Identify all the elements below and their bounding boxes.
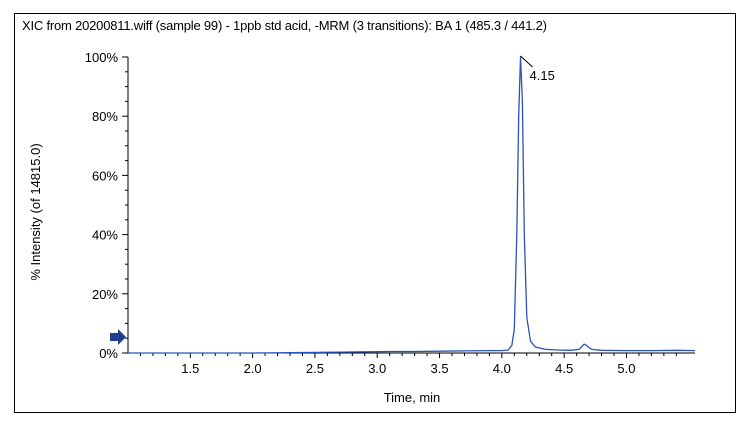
x-tick-label: 3.5 <box>430 361 448 376</box>
baseline-marker-arrow-icon[interactable] <box>110 329 126 345</box>
x-axis-label: Time, min <box>384 390 441 405</box>
y-tick-label: 40% <box>92 228 118 243</box>
x-axis: 1.5 2.0 2.5 3.0 3.5 4.0 4.5 5.0 <box>128 352 695 376</box>
x-tick-label: 2.0 <box>244 361 262 376</box>
y-axis-label: % Intensity (of 14815.0) <box>28 143 43 280</box>
y-tick-label: 20% <box>92 287 118 302</box>
x-tick-label: 4.5 <box>555 361 573 376</box>
chart-title: XIC from 20200811.wiff (sample 99) - 1pp… <box>22 18 547 33</box>
y-tick-label: 80% <box>92 109 118 124</box>
series-layer <box>128 56 696 354</box>
chromatogram-trace <box>128 56 696 354</box>
chart-border <box>14 13 736 413</box>
x-tick-label: 5.0 <box>617 361 635 376</box>
y-tick-label: 100% <box>85 50 119 65</box>
y-tick-label: 0% <box>99 346 118 361</box>
y-tick-label: 60% <box>92 168 118 183</box>
x-tick-label: 2.5 <box>306 361 324 376</box>
peak-annotation-label: 4.15 <box>530 68 555 83</box>
x-tick-label: 1.5 <box>181 361 199 376</box>
y-axis: 0% 20% 40% 60% 80% 100% <box>85 50 129 361</box>
x-tick-label: 3.0 <box>368 361 386 376</box>
annotation-layer: 4.15 <box>520 55 555 83</box>
peak-annotation-leader <box>520 55 533 68</box>
x-tick-label: 4.0 <box>493 361 511 376</box>
